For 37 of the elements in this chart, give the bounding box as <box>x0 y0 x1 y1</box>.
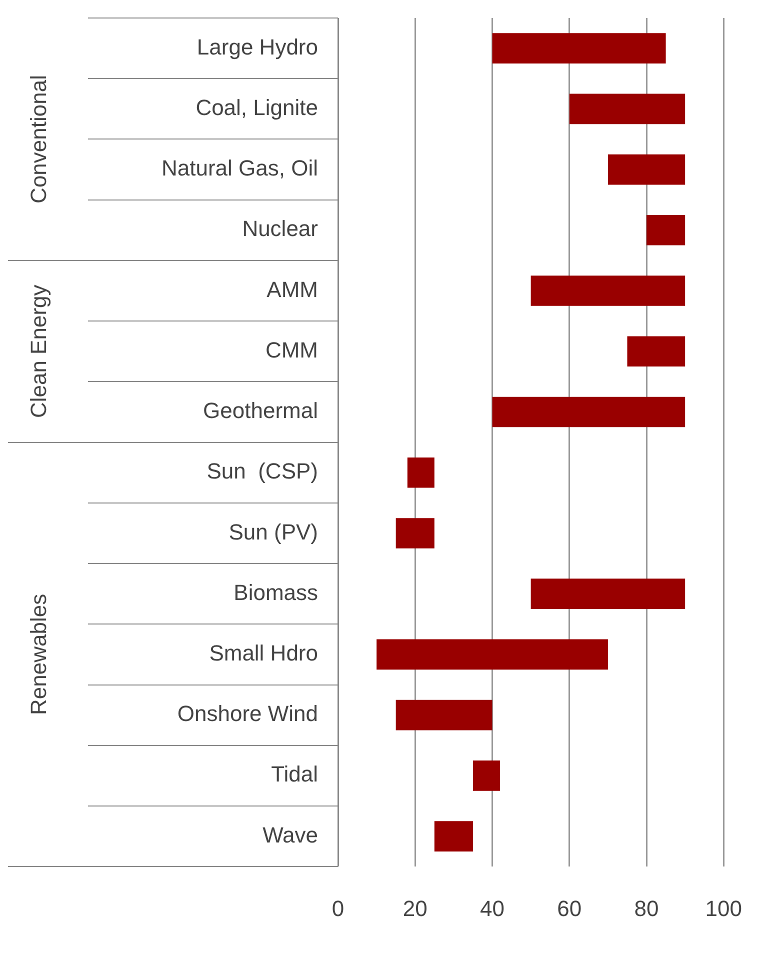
text: Clean Energy <box>26 284 52 418</box>
x-tick-label: 80 <box>634 896 659 921</box>
y-tick-label: Sun (CSP) <box>206 458 318 484</box>
y-tick-label: Geothermal <box>203 398 318 424</box>
bar <box>530 276 686 306</box>
bar <box>569 94 686 124</box>
x-tick-label: 40 <box>480 896 504 921</box>
bar <box>376 639 608 670</box>
y-tick-label: Biomass <box>234 580 318 605</box>
x-tick-label: 60 <box>557 896 582 921</box>
y-tick-label: Coal, Lignite <box>196 94 318 120</box>
bar <box>627 336 686 367</box>
bar <box>492 396 686 428</box>
bar <box>407 457 434 488</box>
text: Conventional <box>26 75 52 204</box>
y-tick-label: Sun (PV) <box>228 519 318 544</box>
y-tick-label: Large Hydro <box>196 34 318 60</box>
x-tick-label: 100 <box>705 896 742 921</box>
x-tick-label: 0 <box>332 896 344 921</box>
y-tick-label: Tidal <box>271 762 318 787</box>
bar <box>608 154 686 185</box>
bar <box>492 33 666 64</box>
x-tick-label: 20 <box>402 896 428 921</box>
y-tick-label: Onshore Wind <box>177 701 318 726</box>
text: Renewables <box>26 594 52 715</box>
y-tick-label: Small Hdro <box>209 640 318 666</box>
bar <box>530 578 686 609</box>
y-tick-label: CMM <box>265 337 318 362</box>
bar <box>434 821 473 852</box>
bar <box>472 760 500 791</box>
bar <box>646 214 686 246</box>
y-tick-label: Wave <box>262 822 318 848</box>
bar <box>396 518 434 548</box>
y-tick-label: Nuclear <box>242 216 318 242</box>
y-tick-label: AMM <box>266 276 318 302</box>
y-tick-label: Natural Gas, Oil <box>162 156 318 181</box>
bar <box>396 700 492 730</box>
